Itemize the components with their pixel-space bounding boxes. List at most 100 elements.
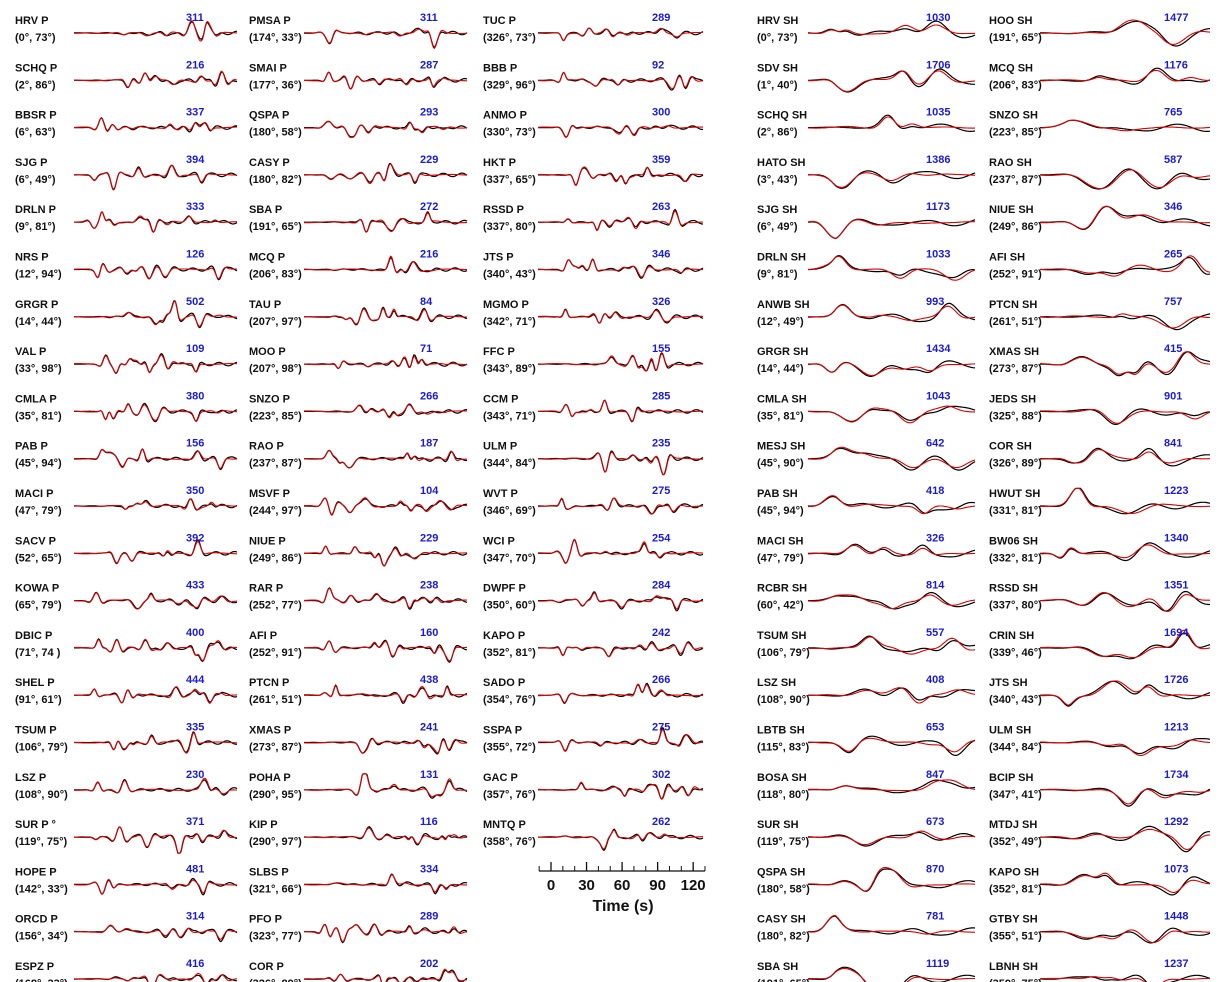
station-azimuth-distance: (106°, 79°) [15, 742, 68, 754]
trace-row: BBB P (329°, 96°) 92 [483, 59, 704, 91]
synthetic-waveform [74, 686, 237, 704]
amplitude-value: 241 [420, 722, 438, 734]
synthetic-waveform [303, 71, 467, 90]
amplitude-value: 285 [652, 390, 670, 402]
trace-row: SJG P (6°, 49°) 394 [15, 154, 238, 191]
synthetic-waveform [538, 592, 703, 610]
amplitude-value: 1213 [1164, 722, 1188, 734]
station-azimuth-distance: (206°, 83°) [249, 269, 302, 281]
station-azimuth-distance: (325°, 88°) [989, 410, 1042, 422]
observed-waveform [74, 402, 238, 423]
amplitude-value: 1119 [926, 958, 949, 970]
station-label: KIP P [249, 819, 278, 831]
trace-row: KAPO SH (352°, 81°) 1073 [989, 863, 1211, 896]
trace-row: HRV P (0°, 73°) 311 [15, 12, 238, 44]
trace-row: CMLA SH (35°, 81°) 1043 [757, 390, 976, 424]
station-azimuth-distance: (2°, 86°) [757, 127, 798, 139]
amplitude-value: 266 [420, 390, 438, 402]
synthetic-waveform [1040, 872, 1211, 893]
observed-waveform [1040, 542, 1211, 562]
observed-waveform [808, 868, 976, 892]
trace-row: HRV SH (0°, 73°) 1030 [757, 12, 976, 44]
station-label: POHA P [249, 772, 291, 784]
synthetic-waveform [807, 495, 976, 515]
trace-row: NIUE SH (249°, 86°) 346 [989, 201, 1211, 233]
amplitude-value: 284 [652, 580, 671, 592]
amplitude-value: 1073 [1164, 863, 1188, 875]
amplitude-value: 302 [652, 769, 670, 781]
synthetic-waveform [304, 827, 467, 845]
station-azimuth-distance: (249°, 86°) [249, 552, 302, 564]
amplitude-value: 326 [926, 532, 944, 544]
amplitude-value: 993 [926, 296, 944, 308]
amplitude-value: 392 [186, 532, 204, 544]
amplitude-value: 335 [186, 722, 204, 734]
amplitude-value: 1477 [1164, 12, 1188, 24]
amplitude-value: 265 [1164, 249, 1182, 261]
station-azimuth-distance: (355°, 72°) [483, 742, 536, 754]
station-azimuth-distance: (108°, 90°) [757, 694, 810, 706]
synthetic-waveform [304, 587, 467, 609]
station-label: XMAS SH [989, 346, 1039, 358]
synthetic-waveform [303, 773, 467, 798]
station-label: AFI SH [989, 252, 1025, 264]
amplitude-value: 311 [420, 12, 438, 24]
amplitude-value: 289 [652, 12, 670, 24]
amplitude-value: 202 [420, 958, 438, 970]
amplitude-value: 350 [186, 485, 204, 497]
trace-row: HOPE P (142°, 33°) 481 [15, 863, 238, 896]
observed-waveform [808, 496, 976, 514]
trace-row: HKT P (337°, 65°) 359 [483, 154, 704, 187]
station-label: GRGR P [15, 299, 58, 311]
synthetic-waveform [304, 684, 467, 703]
station-label: SBA SH [757, 961, 798, 973]
station-label: TSUM SH [757, 630, 807, 642]
amplitude-value: 187 [420, 438, 438, 450]
amplitude-value: 371 [186, 816, 204, 828]
station-label: BBB P [483, 62, 517, 74]
station-azimuth-distance: (223°, 85°) [249, 410, 302, 422]
observed-waveform [808, 687, 976, 701]
synthetic-waveform [1039, 591, 1210, 613]
synthetic-waveform [1040, 544, 1211, 559]
synthetic-waveform [303, 404, 467, 419]
trace-row: MACI SH (47°, 79°) 326 [757, 532, 976, 564]
trace-row: VAL P (33°, 98°) 109 [15, 343, 238, 375]
trace-row: DRLN P (9°, 81°) 333 [15, 201, 238, 233]
trace-row: JTS P (340°, 43°) 346 [483, 249, 704, 281]
trace-row: FFC P (343°, 89°) 155 [483, 343, 704, 375]
station-azimuth-distance: (344°, 84°) [483, 458, 536, 470]
amplitude-value: 1448 [1164, 911, 1188, 923]
station-label: SMAI P [249, 62, 287, 74]
trace-row: MESJ SH (45°, 90°) 642 [757, 438, 976, 471]
station-label: LSZ SH [757, 677, 796, 689]
trace-row: SSPA P (355°, 72°) 275 [483, 722, 704, 754]
trace-row: WVT P (346°, 69°) 275 [483, 485, 704, 517]
trace-row: AFI SH (252°, 91°) 265 [989, 249, 1211, 281]
amplitude-value: 235 [652, 438, 670, 450]
trace-row: SBA SH (191°, 65°) 1119 [757, 958, 976, 982]
amplitude-value: 104 [420, 485, 439, 497]
synthetic-waveform [537, 353, 704, 372]
station-azimuth-distance: (191°, 65°) [989, 32, 1042, 44]
amplitude-value: 765 [1164, 107, 1182, 119]
amplitude-value: 216 [186, 59, 204, 71]
synthetic-waveform [74, 164, 237, 191]
synthetic-waveform [807, 116, 975, 129]
station-label: TAU P [249, 299, 281, 311]
station-azimuth-distance: (330°, 73°) [483, 127, 536, 139]
trace-row: NIUE P (249°, 86°) 229 [249, 532, 468, 567]
trace-row: BCIP SH (347°, 41°) 1734 [989, 769, 1211, 807]
station-label: SCHQ SH [757, 110, 807, 122]
synthetic-waveform [538, 258, 704, 278]
trace-row: TSUM P (106°, 79°) 335 [15, 722, 238, 754]
station-azimuth-distance: (174°, 33°) [249, 32, 302, 44]
time-tick-label: 90 [649, 877, 666, 894]
station-azimuth-distance: (359°, 75°) [989, 978, 1042, 982]
station-label: SNZO SH [989, 110, 1038, 122]
station-label: MTDJ SH [989, 819, 1037, 831]
synthetic-waveform [303, 355, 468, 369]
amplitude-value: 229 [420, 154, 438, 166]
synthetic-waveform [74, 20, 238, 42]
